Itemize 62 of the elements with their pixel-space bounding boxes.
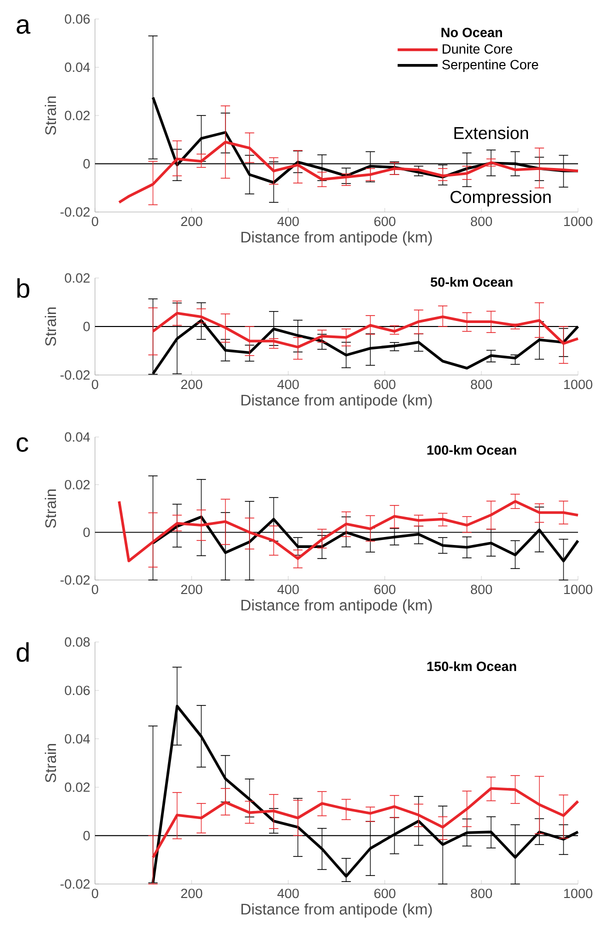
text: 150-km Ocean <box>427 661 516 672</box>
annotation: Extension <box>454 126 528 140</box>
x-tick-label: 0 <box>92 380 98 390</box>
y-tick-label: 0 <box>83 322 90 332</box>
x-tick-label: 1000 <box>564 584 592 594</box>
x-tick-label: 400 <box>277 216 299 226</box>
chart-title: 100-km Ocean <box>427 444 516 455</box>
x-axis-title: Distance from antipode (km) <box>241 599 432 614</box>
text: b <box>17 278 30 298</box>
x-axis-title: Distance from antipode (km) <box>241 394 432 409</box>
x-tick-label: 800 <box>470 888 492 898</box>
x-tick-label: 400 <box>277 380 299 390</box>
y-axis-title: Strain <box>44 744 56 782</box>
x-tick-label: 600 <box>374 584 396 594</box>
x-tick-label: 200 <box>181 888 202 898</box>
x-tick-label: 600 <box>374 216 396 226</box>
x-tick-label: 800 <box>470 584 492 594</box>
y-tick-label: 0.02 <box>64 480 90 490</box>
x-tick-label: 1000 <box>564 380 592 390</box>
x-tick-label: 1000 <box>564 888 592 898</box>
y-axis-title: Strain <box>44 489 56 528</box>
y-tick-label: 0.04 <box>64 62 90 72</box>
chart-title: 50-km Ocean <box>430 276 512 287</box>
y-tick-label: 0.08 <box>64 637 90 647</box>
y-tick-label: -0.02 <box>60 207 90 217</box>
y-tick-label: 0 <box>83 830 90 840</box>
y-tick-label: -0.02 <box>60 879 90 889</box>
annotation: Compression <box>450 190 551 207</box>
x-tick-label: 200 <box>181 380 202 390</box>
x-tick-label: 200 <box>181 584 202 594</box>
y-axis-title: Strain <box>44 96 56 135</box>
text: c <box>16 437 28 452</box>
x-tick-label: 800 <box>470 380 492 390</box>
x-tick-label: 0 <box>92 888 98 898</box>
y-tick-label: 0.06 <box>64 686 90 696</box>
y-tick-label: 0.06 <box>64 14 90 24</box>
x-tick-label: 0 <box>92 216 98 226</box>
x-tick-label: 1000 <box>564 216 592 226</box>
y-tick-label: 0.02 <box>64 273 90 283</box>
x-tick-label: 600 <box>374 888 396 898</box>
text: d <box>16 642 29 662</box>
text: No Ocean <box>442 28 502 38</box>
x-tick-label: 400 <box>277 888 299 898</box>
x-tick-label: 0 <box>92 584 98 594</box>
legend-label: Serpentine Core <box>442 60 538 72</box>
text: a <box>16 19 30 34</box>
legend-label: Dunite Core <box>442 44 512 54</box>
x-axis-title: Distance from antipode (km) <box>241 903 432 918</box>
y-tick-label: 0 <box>83 159 90 168</box>
y-tick-label: 0.04 <box>64 432 90 442</box>
x-tick-label: 400 <box>277 584 299 594</box>
x-axis-title: Distance from antipode (km) <box>241 231 432 246</box>
x-tick-label: 800 <box>470 216 492 226</box>
y-tick-label: 0.04 <box>64 734 90 744</box>
x-tick-label: 200 <box>181 216 202 226</box>
y-tick-label: 0 <box>83 528 90 538</box>
y-tick-label: -0.02 <box>60 370 90 380</box>
y-tick-label: 0.02 <box>64 110 90 120</box>
y-tick-label: -0.02 <box>60 575 90 585</box>
y-tick-label: 0.02 <box>64 782 90 792</box>
y-axis-title: Strain <box>44 307 56 346</box>
x-tick-label: 600 <box>374 380 396 390</box>
